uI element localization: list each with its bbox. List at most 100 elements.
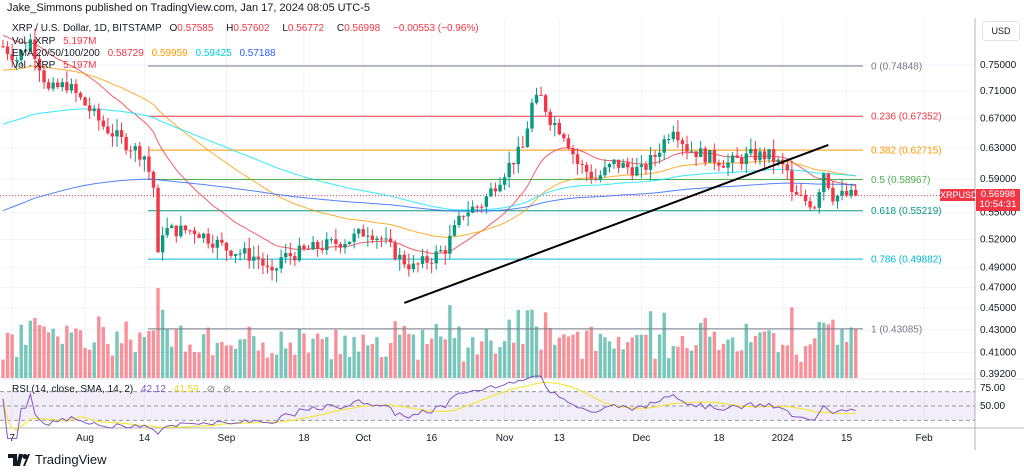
- candle-body: [124, 136, 128, 151]
- candle-body: [87, 105, 92, 112]
- time-tick-label: Sep: [218, 433, 236, 444]
- rsi-value: 42.12: [140, 384, 166, 395]
- volume-bar: [758, 332, 762, 378]
- volume-bar: [689, 350, 694, 378]
- volume-bar: [361, 334, 365, 378]
- candle-body: [662, 139, 666, 153]
- volume-bar: [297, 329, 302, 378]
- ema-legend[interactable]: EMA 20/50/100/200 0.58729 0.59959 0.5942…: [12, 48, 281, 59]
- volume-bar: [420, 329, 425, 378]
- volume-bar: [612, 348, 616, 378]
- candle-body: [744, 153, 748, 165]
- candle-body: [489, 188, 493, 197]
- price-chart[interactable]: 0.75000 0.71000 0.67000 0.63000 0.59000 0.550…: [0, 0, 1024, 450]
- trend-line: [403, 144, 829, 304]
- candle-body: [138, 146, 142, 160]
- candle-body: [174, 225, 178, 237]
- candle-body: [407, 264, 411, 270]
- price-tick-label: 0.45000: [980, 303, 1017, 314]
- volume-bar: [56, 336, 60, 378]
- symbol-title[interactable]: XRP / U.S. Dollar, 1D, BITSTAMP: [12, 23, 162, 34]
- volume-bar: [616, 336, 621, 378]
- candle-body: [33, 39, 37, 59]
- candle-body: [708, 150, 712, 163]
- volume-label: Vol · XRP: [12, 36, 56, 47]
- candle-body: [703, 148, 707, 163]
- price-tick-label: 0.41000: [980, 347, 1017, 358]
- volume-bar: [740, 350, 744, 378]
- volume-bar: [33, 317, 37, 378]
- volume-bar: [717, 349, 721, 378]
- candle-body: [566, 138, 571, 149]
- volume-bar: [179, 325, 183, 378]
- volume-bar: [83, 347, 87, 378]
- volume-bar: [753, 335, 758, 378]
- rsi-legend[interactable]: RSI (14, close, SMA, 14, 2) 42.12 41.59 …: [12, 384, 236, 395]
- candle-body: [835, 195, 840, 202]
- candle-body: [97, 108, 101, 121]
- tradingview-logo[interactable]: TradingView: [8, 452, 107, 467]
- volume-bar: [74, 328, 78, 378]
- time-tick-label: Dec: [633, 433, 651, 444]
- volume-bar: [238, 339, 242, 378]
- volume-bar: [24, 344, 28, 378]
- volume-bar: [192, 352, 197, 378]
- volume-bar: [580, 358, 584, 378]
- candle-body: [812, 207, 817, 209]
- candle-body: [361, 229, 365, 237]
- volume-bar: [635, 335, 639, 378]
- candle-body: [630, 167, 634, 176]
- symbol-legend: XRP / U.S. Dollar, 1D, BITSTAMP O0.57585…: [12, 23, 484, 34]
- volume-bar: [790, 307, 794, 378]
- candle-body: [840, 190, 844, 196]
- high-label: H: [226, 23, 234, 34]
- volume-bar: [525, 310, 530, 378]
- volume-bar: [65, 325, 69, 378]
- candle-body: [512, 162, 516, 165]
- volume-bar: [498, 347, 502, 378]
- volume-bar: [215, 342, 220, 378]
- volume-bar: [393, 321, 397, 378]
- candle-body: [457, 215, 461, 226]
- candle-body: [712, 150, 717, 163]
- ema-50-line: [2, 65, 856, 238]
- volume-bar: [329, 359, 334, 378]
- candle-body: [502, 177, 507, 185]
- candle-body: [10, 54, 14, 61]
- volume-bar: [461, 361, 466, 378]
- volume-bar: [229, 345, 233, 378]
- volume-bar: [279, 331, 283, 378]
- candle-body: [110, 133, 115, 137]
- volume-bar: [762, 331, 767, 378]
- volume-bar: [562, 334, 566, 378]
- volume-bar: [119, 343, 124, 378]
- candle-body: [571, 148, 575, 155]
- volume-bar: [274, 354, 279, 378]
- time-tick-label: 18: [298, 433, 310, 444]
- volume-legend-2[interactable]: Vol · XRP 5.197M: [12, 60, 102, 71]
- candle-body: [274, 268, 279, 271]
- volume-bar: [252, 336, 256, 378]
- ema100-value: 0.59425: [195, 48, 232, 59]
- volume-bar: [370, 343, 375, 378]
- brand-name: TradingView: [35, 452, 107, 467]
- time-tick-label: 15: [841, 433, 853, 444]
- volume-bar: [284, 348, 288, 378]
- volume-bar: [475, 354, 479, 378]
- volume-bar: [831, 319, 835, 378]
- last-price: 0.56998: [980, 189, 1016, 200]
- candle-body: [808, 201, 812, 208]
- price-tick-label: 0.43000: [980, 325, 1017, 336]
- candle-body: [854, 189, 858, 196]
- candle-body: [92, 108, 96, 112]
- currency-button[interactable]: USD: [982, 21, 1020, 41]
- volume-bar: [512, 342, 516, 378]
- candle-body: [680, 140, 685, 145]
- candle-body: [425, 256, 429, 263]
- candle-body: [306, 248, 311, 250]
- volume-bar: [174, 329, 178, 378]
- ema-label: EMA 20/50/100/200: [12, 48, 100, 59]
- candle-body: [293, 256, 297, 261]
- volume-legend[interactable]: Vol · XRP 5.197M: [12, 36, 102, 47]
- candle-body: [443, 250, 448, 254]
